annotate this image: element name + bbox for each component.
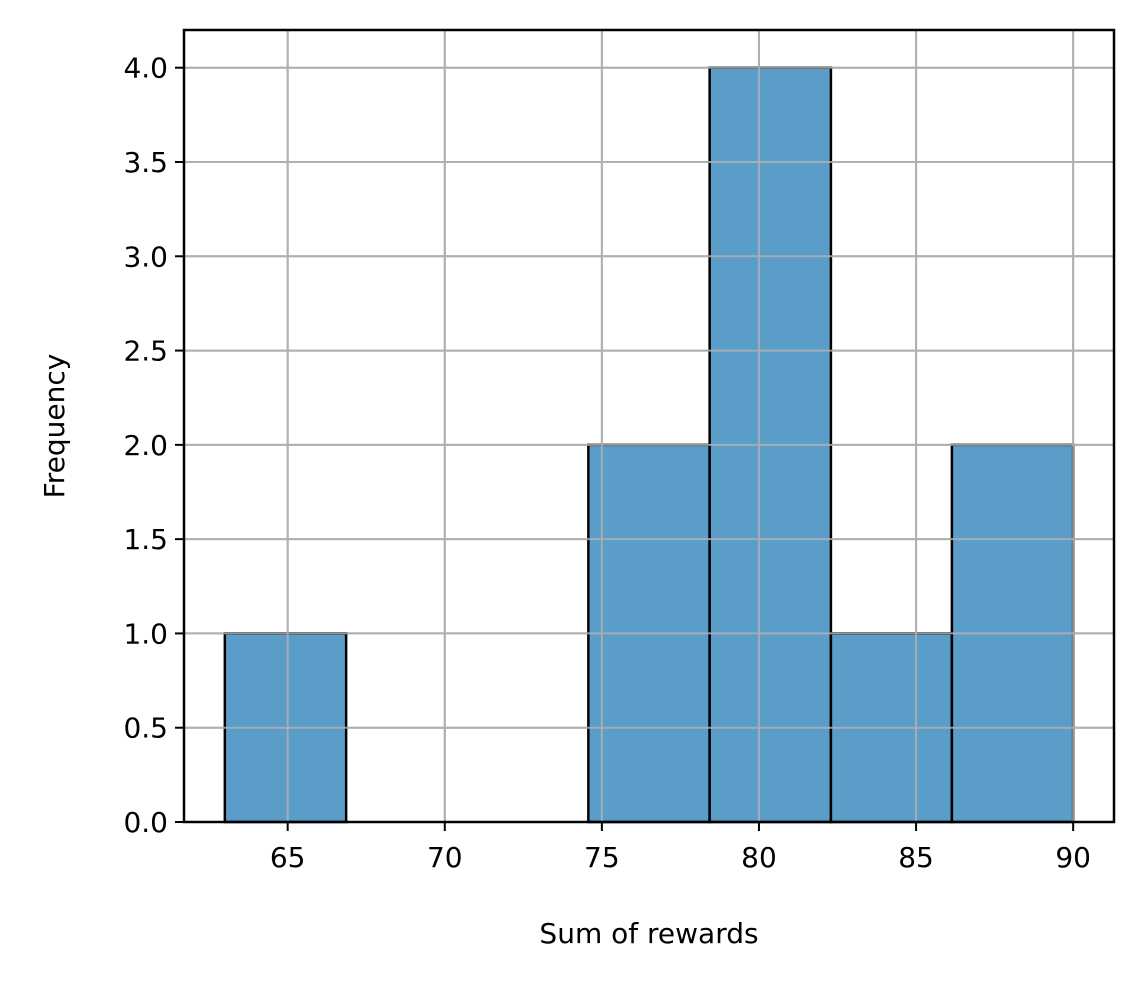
y-tick-label: 2.5 xyxy=(123,335,168,368)
x-tick-label: 65 xyxy=(270,841,306,874)
x-tick-label: 75 xyxy=(584,841,620,874)
y-axis-label: Frequency xyxy=(38,354,71,499)
x-tick-label: 70 xyxy=(427,841,463,874)
x-axis-label: Sum of rewards xyxy=(539,917,758,950)
ticks: 65 70 75 80 85 90 0.0 0.5 1.0 1.5 2.0 2.5 3.0 3.5 4.0 xyxy=(123,52,1091,874)
y-tick-label: 1.0 xyxy=(123,617,168,650)
y-tick-label: 3.5 xyxy=(123,146,168,179)
y-tick-label: 0.0 xyxy=(123,806,168,839)
y-tick-label: 4.0 xyxy=(123,52,168,85)
x-tick-label: 90 xyxy=(1055,841,1091,874)
x-tick-label: 85 xyxy=(898,841,934,874)
bars xyxy=(184,30,1114,824)
y-tick-label: 1.5 xyxy=(123,523,168,556)
y-tick-label: 0.5 xyxy=(123,712,168,745)
plot-frame xyxy=(182,28,1116,824)
x-tick-label: 80 xyxy=(741,841,777,874)
y-tick-label: 3.0 xyxy=(123,240,168,273)
y-tick-label: 2.0 xyxy=(123,429,168,462)
